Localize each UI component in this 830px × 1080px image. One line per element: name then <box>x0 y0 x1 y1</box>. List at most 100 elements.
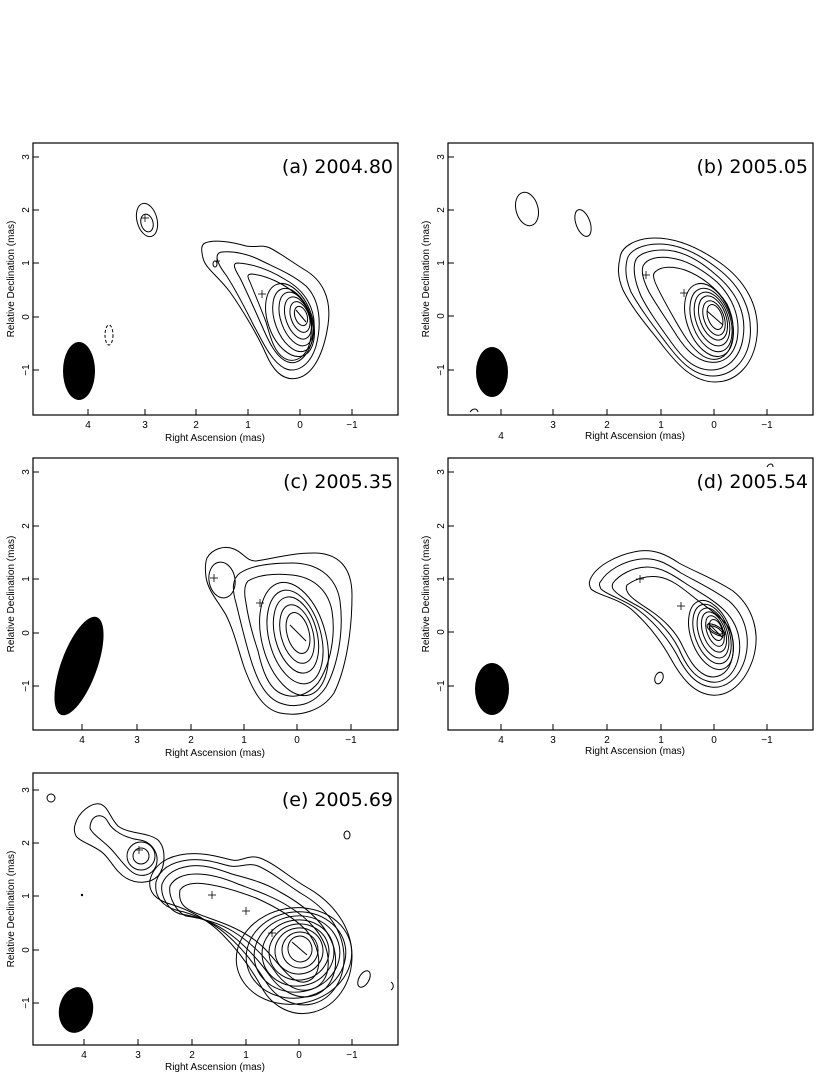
y-tick-2: 2 <box>436 523 447 529</box>
x-tick-0: 0 <box>294 735 300 746</box>
x-axis-label: Right Ascension (mas) <box>585 431 685 442</box>
panel-b: 4 3 2 1 0 −1 3 2 1 0 −1 Right Ascension … <box>415 140 820 450</box>
beam-ellipse <box>476 347 508 397</box>
x-axis-label: Right Ascension (mas) <box>165 1062 265 1073</box>
y-tick-2: 2 <box>21 840 32 846</box>
axis-ticks <box>33 789 353 1045</box>
x-tick-1: 1 <box>245 420 251 431</box>
y-tick-minus1: −1 <box>21 997 32 1009</box>
plot-frame <box>447 457 814 731</box>
contour-map-b: 4 3 2 1 0 −1 3 2 1 0 −1 Right Ascension … <box>421 142 814 442</box>
y-tick-0: 0 <box>21 630 32 636</box>
y-tick-3: 3 <box>21 787 32 793</box>
y-axis-label: Relative Declination (mas) <box>6 851 17 968</box>
axis-ticks <box>33 156 353 415</box>
x-tick-minus1: −1 <box>345 735 357 746</box>
x-axis-label: Right Ascension (mas) <box>585 746 685 757</box>
axis-ticks <box>448 156 768 415</box>
x-axis-label: Right Ascension (mas) <box>165 433 265 444</box>
y-tick-2: 2 <box>21 523 32 529</box>
beam-ellipse <box>475 663 509 715</box>
y-tick-2: 2 <box>436 207 447 213</box>
panel-e: 4 3 2 1 0 −1 3 2 1 0 −1 Right Ascension … <box>0 770 405 1075</box>
y-tick-1: 1 <box>436 576 447 582</box>
beam-ellipse <box>63 342 95 400</box>
panel-title: (c) 2005.35 <box>283 471 393 493</box>
contours <box>588 463 774 696</box>
component-markers <box>642 271 688 297</box>
x-tick-2: 2 <box>189 1050 195 1061</box>
y-tick-2: 2 <box>21 207 32 213</box>
x-tick-3: 3 <box>550 735 556 746</box>
contour-map-c: 4 3 2 1 0 −1 3 2 1 0 −1 Right Ascension … <box>6 457 399 759</box>
x-tick-1: 1 <box>243 1050 249 1061</box>
beam-ellipse <box>54 616 104 716</box>
x-tick-0: 0 <box>296 1050 302 1061</box>
panel-title: (e) 2005.69 <box>282 789 393 811</box>
y-tick-3: 3 <box>21 154 32 160</box>
y-tick-3: 3 <box>21 469 32 475</box>
x-tick-minus1: −1 <box>761 420 773 431</box>
contours <box>104 202 330 380</box>
plot-frame <box>447 142 814 416</box>
x-tick-1: 1 <box>658 735 664 746</box>
panel-d: 4 3 2 1 0 −1 3 2 1 0 −1 Right Ascension … <box>415 455 820 765</box>
panel-title: (b) 2005.05 <box>697 156 809 178</box>
x-tick-0: 0 <box>297 420 303 431</box>
x-tick-3: 3 <box>142 420 148 431</box>
plot-frame <box>32 142 399 416</box>
x-tick-0: 0 <box>711 420 717 431</box>
plot-frame <box>32 457 399 731</box>
y-tick-minus1: −1 <box>21 364 32 376</box>
y-tick-minus1: −1 <box>436 680 447 692</box>
y-tick-0: 0 <box>436 313 447 319</box>
y-tick-1: 1 <box>21 893 32 899</box>
y-tick-0: 0 <box>21 314 32 320</box>
y-tick-1: 1 <box>21 576 32 582</box>
x-tick-2: 2 <box>604 420 610 431</box>
y-axis-label: Relative Declination (mas) <box>421 536 432 653</box>
x-tick-minus1: −1 <box>346 1050 358 1061</box>
y-tick-3: 3 <box>436 154 447 160</box>
y-tick-0: 0 <box>21 947 32 953</box>
panel-c: 4 3 2 1 0 −1 3 2 1 0 −1 Right Ascension … <box>0 455 405 765</box>
axis-ticks <box>33 471 352 730</box>
x-tick-minus1: −1 <box>761 735 773 746</box>
component-markers <box>141 214 266 298</box>
component-markers <box>210 574 264 607</box>
x-tick-4: 4 <box>85 420 91 431</box>
x-tick-3: 3 <box>135 1050 141 1061</box>
x-tick-4: 4 <box>79 735 85 746</box>
contours <box>204 546 353 715</box>
x-tick-4: 4 <box>498 735 504 746</box>
x-tick-1: 1 <box>658 420 664 431</box>
contour-map-d: 4 3 2 1 0 −1 3 2 1 0 −1 Right Ascension … <box>421 457 814 757</box>
y-axis-label: Relative Declination (mas) <box>421 221 432 338</box>
x-tick-3: 3 <box>550 420 556 431</box>
contour-map-e: 4 3 2 1 0 −1 3 2 1 0 −1 Right Ascension … <box>6 772 399 1073</box>
y-tick-minus1: −1 <box>21 680 32 692</box>
contours <box>46 793 394 1014</box>
y-axis-label: Relative Declination (mas) <box>6 221 17 338</box>
x-tick-1: 1 <box>241 735 247 746</box>
x-tick-4: 4 <box>498 431 504 442</box>
plot-frame <box>32 772 399 1046</box>
y-tick-1: 1 <box>436 260 447 266</box>
x-tick-3: 3 <box>134 735 140 746</box>
contours <box>469 191 758 413</box>
y-tick-0: 0 <box>436 629 447 635</box>
y-axis-label: Relative Declination (mas) <box>6 536 17 653</box>
axis-ticks <box>448 471 768 730</box>
panel-a: 4 3 2 1 0 −1 3 2 1 0 −1 Right Ascension … <box>0 140 405 450</box>
x-tick-2: 2 <box>604 735 610 746</box>
contour-map-a: 4 3 2 1 0 −1 3 2 1 0 −1 Right Ascension … <box>6 142 399 444</box>
x-tick-2: 2 <box>193 420 199 431</box>
x-tick-0: 0 <box>711 735 717 746</box>
y-tick-1: 1 <box>21 260 32 266</box>
x-tick-4: 4 <box>81 1050 87 1061</box>
panel-title: (a) 2004.80 <box>282 156 393 178</box>
y-tick-minus1: −1 <box>436 364 447 376</box>
component-markers <box>135 846 276 937</box>
x-tick-2: 2 <box>188 735 194 746</box>
beam-ellipse <box>58 987 94 1033</box>
